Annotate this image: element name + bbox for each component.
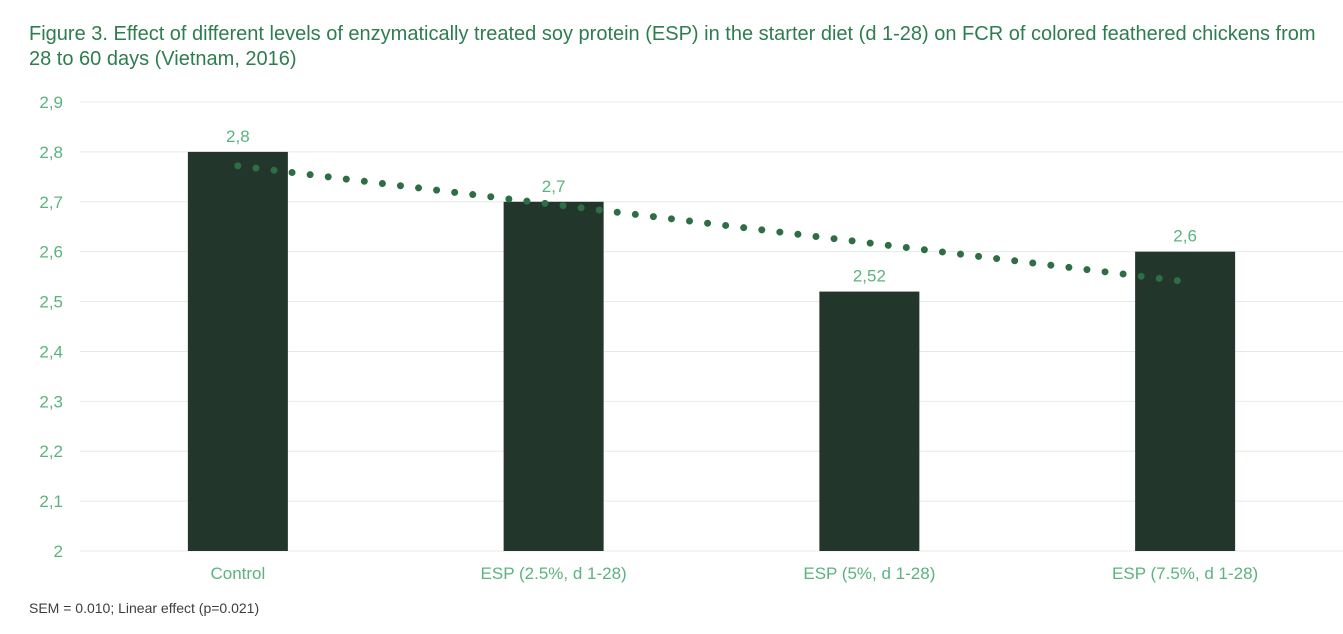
- y-tick-label: 2,5: [39, 293, 63, 312]
- y-tick-label: 2,8: [39, 143, 63, 162]
- x-tick-label: ESP (5%, d 1-28): [803, 564, 935, 583]
- bars: [187, 151, 1236, 551]
- trendline: [234, 162, 1189, 286]
- bar: [1135, 251, 1236, 551]
- bar: [819, 291, 920, 551]
- chart-title: Figure 3. Effect of different levels of …: [29, 23, 1316, 70]
- grid-lines: [80, 101, 1343, 552]
- data-label: 2,7: [542, 177, 566, 196]
- y-tick-label: 2,7: [39, 193, 63, 212]
- trendline-dotted: [234, 162, 1189, 286]
- bar: [503, 201, 604, 551]
- y-tick-label: 2,6: [39, 243, 63, 262]
- data-label: 2,6: [1173, 227, 1197, 246]
- x-tick-label: ESP (2.5%, d 1-28): [481, 564, 627, 583]
- x-tick-label: Control: [210, 564, 265, 583]
- data-label: 2,52: [853, 267, 886, 286]
- y-tick-label: 2: [54, 542, 63, 561]
- x-tick-label: ESP (7.5%, d 1-28): [1112, 564, 1258, 583]
- bar: [187, 151, 288, 551]
- y-tick-label: 2,1: [39, 492, 63, 511]
- y-tick-label: 2,9: [39, 93, 63, 112]
- y-tick-label: 2,3: [39, 392, 63, 411]
- data-labels: 2,8 2,7 2,52 2,6: [226, 127, 1197, 286]
- y-axis-tick-labels: 2 2,1 2,2 2,3 2,4 2,5 2,6 2,7 2,8 2,9: [39, 93, 63, 561]
- chart-footnote: SEM = 0.010; Linear effect (p=0.021): [29, 600, 260, 616]
- data-label: 2,8: [226, 127, 250, 146]
- y-tick-label: 2,4: [39, 342, 63, 361]
- y-tick-label: 2,2: [39, 442, 63, 461]
- x-axis-tick-labels: Control ESP (2.5%, d 1-28) ESP (5%, d 1-28…: [210, 564, 1258, 583]
